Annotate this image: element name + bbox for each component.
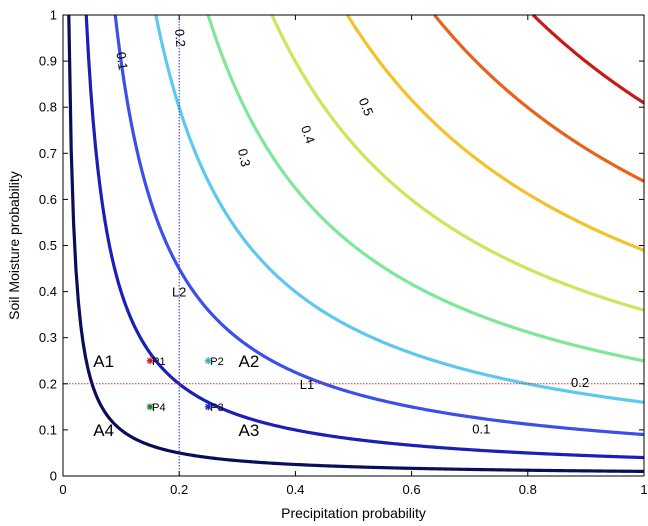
reference-lines: L1 L2 (63, 15, 644, 476)
x-axis-label: Precipitation probability (281, 505, 426, 521)
y-tick-label: 0.9 (39, 54, 57, 69)
x-tick-label: 0.8 (519, 482, 537, 497)
point-label-p4: P4 (152, 402, 165, 414)
contour-value-label: 0.4 (298, 123, 318, 145)
contour-line-7 (346, 14, 645, 252)
contour-line-6 (270, 14, 645, 312)
contour-value-label: 0.3 (235, 147, 253, 168)
reference-label-l1: L1 (300, 377, 314, 392)
contour-line-3 (113, 14, 645, 437)
y-tick-label: 0.7 (39, 146, 57, 161)
y-tick-label: 0.1 (39, 422, 57, 437)
contour-line-9 (532, 13, 645, 105)
point-marker-p2 (204, 357, 212, 365)
contour-labels: 0.1 0.2 0.3 0.4 0.5 0.2 0.1 (113, 28, 589, 436)
point-label-p1: P1 (152, 356, 165, 368)
axis-ticks: 0 0.2 0.4 0.6 0.8 1 0 0.1 0.2 0.3 0.4 0.5 0.6 0.7 0.8 0… (39, 8, 648, 498)
x-tick-label: 1 (640, 482, 647, 497)
region-label-a2: A2 (239, 352, 260, 371)
y-tick-label: 1 (50, 8, 57, 23)
contour-line-4 (154, 14, 645, 404)
point-marker-p1 (146, 357, 154, 365)
contour-value-label: 0.1 (113, 51, 130, 71)
region-label-a4: A4 (93, 421, 114, 440)
contour-value-label: 0.2 (571, 375, 589, 390)
y-tick-label: 0 (50, 469, 57, 484)
x-tick-label: 0 (59, 482, 66, 497)
contour-value-label: 0.1 (472, 421, 490, 436)
data-points: P1 P2 P3 P4 (146, 356, 224, 414)
x-tick-label: 0.6 (403, 482, 421, 497)
contour-lines (67, 13, 645, 473)
point-marker-p4 (146, 403, 154, 411)
point-label-p2: P2 (210, 356, 223, 368)
region-label-a1: A1 (93, 352, 114, 371)
point-marker-p3 (204, 403, 212, 411)
contour-line-2 (84, 14, 645, 460)
y-tick-label: 0.3 (39, 330, 57, 345)
y-tick-label: 0.6 (39, 192, 57, 207)
y-axis-label: Soil Moisture probability (6, 171, 22, 320)
region-labels: A1 A2 A3 A4 (93, 352, 259, 440)
y-tick-label: 0.5 (39, 238, 57, 253)
contour-value-label: 0.2 (172, 28, 189, 47)
x-tick-label: 0.2 (170, 482, 188, 497)
y-tick-label: 0.2 (39, 376, 57, 391)
y-tick-label: 0.4 (39, 284, 57, 299)
reference-label-l2: L2 (172, 285, 186, 300)
contour-line-8 (433, 13, 645, 183)
contour-line-1 (67, 14, 645, 473)
y-tick-label: 0.8 (39, 100, 57, 115)
x-tick-label: 0.4 (286, 482, 304, 497)
contour-value-label: 0.5 (356, 96, 377, 118)
region-label-a3: A3 (239, 421, 260, 440)
point-label-p3: P3 (210, 402, 223, 414)
contour-line-5 (206, 14, 645, 363)
